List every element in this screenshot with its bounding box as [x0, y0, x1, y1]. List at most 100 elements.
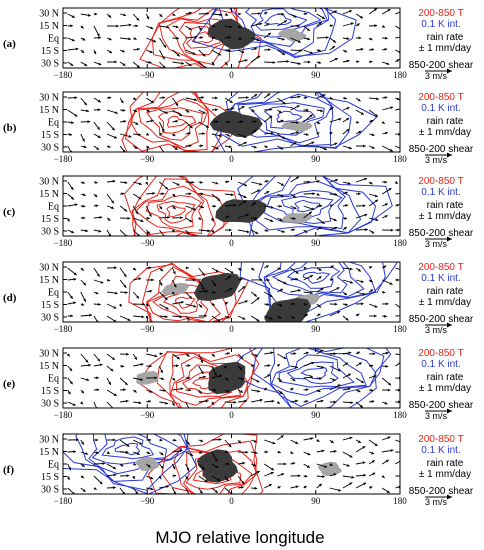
shear-vector-head: [279, 218, 283, 221]
shear-vector-head: [134, 146, 138, 149]
shear-vector-head: [136, 295, 139, 299]
shear-vector-head: [256, 471, 260, 474]
shear-vector-head: [213, 283, 216, 287]
shear-vector-head: [359, 404, 363, 408]
shear-vector-head: [96, 376, 99, 380]
shear-vector-head: [403, 121, 406, 124]
shear-vector-head: [133, 267, 136, 271]
y-tick-label: 15 N: [39, 21, 59, 32]
shear-vector-head: [282, 101, 286, 105]
shear-vector-head: [97, 358, 100, 362]
legend-rain-interval: ± 1 mm/day: [419, 297, 471, 308]
shear-vector-head: [330, 278, 334, 282]
shear-vector-head: [74, 203, 78, 207]
shear-vector-head: [179, 449, 183, 453]
shear-vector-head: [293, 195, 296, 198]
shear-vector-head: [146, 16, 150, 20]
shear-vector-head: [333, 10, 337, 14]
shear-vector-head: [394, 181, 398, 184]
shear-vector-head: [215, 269, 219, 272]
legend-shear-scale: 3 m/s: [425, 325, 448, 335]
x-tick-label: 0: [229, 154, 234, 164]
shear-vector-head: [121, 364, 125, 368]
shear-vector-head: [297, 474, 301, 478]
shear-vector-head: [70, 314, 73, 318]
shear-vector-head: [198, 217, 202, 220]
shear-vector-head: [390, 228, 394, 232]
shear-vector-head: [176, 53, 180, 57]
shear-vector-head: [66, 353, 70, 357]
shear-vector-head: [316, 132, 320, 135]
shear-vector: [395, 49, 400, 53]
shear-vector-head: [224, 62, 228, 66]
shear-vector-head: [82, 181, 85, 184]
shear-vector-head: [272, 441, 276, 445]
legend-shear-label: 850-200 shear: [409, 228, 474, 239]
shear-vector-head: [100, 280, 104, 284]
shear-vector-head: [384, 96, 388, 99]
shear-vector-head: [134, 356, 137, 360]
shear-vector-head: [344, 96, 347, 100]
shear-vector-head: [69, 368, 73, 371]
cold-contour: [63, 434, 197, 494]
legend-shear-scale: 3 m/s: [425, 239, 448, 249]
legend-rain-interval: ± 1 mm/day: [419, 383, 471, 394]
shear-vector-head: [356, 60, 360, 64]
shear-vector-head: [162, 56, 165, 60]
shear-vector-head: [211, 302, 215, 306]
shear-vector-head: [211, 353, 215, 357]
shear-vector-head: [189, 409, 192, 412]
shear-vector-head: [164, 315, 168, 319]
y-tick-label: 15 S: [41, 472, 59, 483]
shear-vector-head: [219, 13, 223, 17]
shear-vector-head: [303, 486, 307, 489]
shear-vector-head: [124, 291, 128, 294]
legend-temp-label: 200-850 T: [418, 92, 463, 103]
shear-vector-head: [140, 219, 144, 222]
shear-vector-head: [94, 180, 98, 184]
shear-vector-head: [238, 12, 242, 16]
shear-vector-head: [280, 435, 284, 438]
shear-vector-head: [332, 39, 336, 43]
shear-vector-head: [186, 353, 190, 357]
shear-vector-head: [180, 216, 183, 220]
shear-vector-head: [111, 127, 115, 131]
shear-vector-head: [356, 23, 360, 27]
cold-contour: [266, 189, 343, 225]
shear-vector-head: [318, 49, 321, 52]
shear-vector-head: [310, 437, 314, 440]
shear-vector-head: [204, 314, 207, 318]
x-tick-label: 0: [229, 410, 234, 420]
shear-vector-head: [254, 451, 258, 455]
y-tick-label: 15 N: [39, 275, 59, 286]
shear-vector-head: [230, 193, 234, 197]
shear-vector-head: [189, 495, 192, 498]
shear-vector-head: [334, 192, 338, 196]
rain-positive-region: [215, 199, 267, 223]
shear-vector-head: [323, 147, 327, 151]
shear-vector-head: [99, 481, 103, 485]
shear-vector-head: [357, 440, 361, 443]
shear-vector-head: [304, 230, 308, 233]
shear-vector-head: [223, 365, 227, 369]
shear-vector-head: [296, 176, 299, 180]
shear-vector-head: [280, 194, 284, 197]
shear-vector: [395, 460, 400, 465]
shear-vector-head: [270, 205, 274, 209]
shear-vector-head: [268, 484, 272, 487]
shear-vector-head: [140, 378, 143, 381]
shear-vector-head: [69, 381, 73, 385]
shear-vector-head: [215, 108, 218, 112]
legend-rain-label: rain rate: [427, 32, 464, 43]
legend-rain-label: rain rate: [427, 286, 464, 297]
shear-vector-head: [334, 302, 338, 306]
shear-vector-head: [396, 97, 400, 101]
shear-vector-head: [85, 452, 89, 455]
shear-vector-head: [281, 230, 285, 233]
shear-vector-head: [365, 228, 368, 232]
shear-vector-head: [396, 204, 400, 207]
shear-vector-head: [371, 460, 375, 464]
shear-vector-head: [306, 28, 310, 31]
